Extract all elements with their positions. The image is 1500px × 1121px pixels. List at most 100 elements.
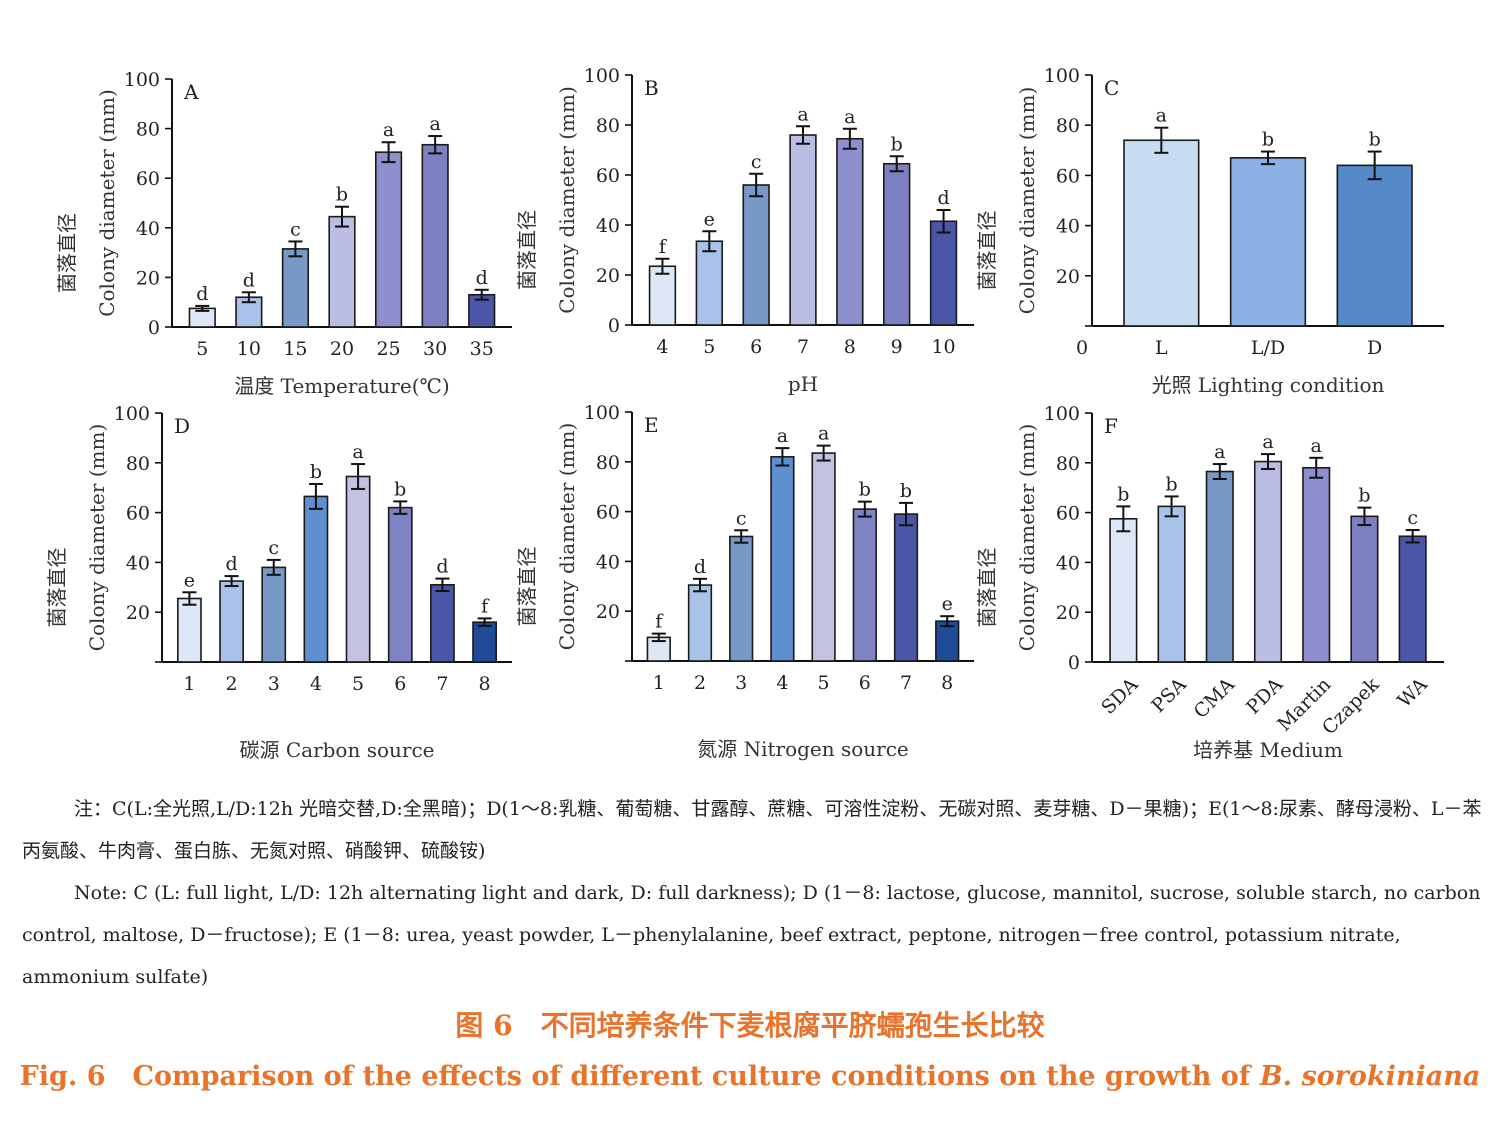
panel-f-bar	[1302, 466, 1331, 663]
panel-f-y-tick-label: 60	[1056, 503, 1080, 525]
figure-caption-english: Fig. 6 Comparison of the effects of diff…	[0, 1054, 1500, 1093]
panel-b-bar	[742, 184, 770, 326]
panel-f-bar	[1109, 518, 1138, 663]
panel-f-significance-letter: a	[1214, 441, 1225, 463]
panel-a-significance-letter: c	[290, 218, 301, 240]
panel-a-y-axis-label-chinese: 菌落直径	[55, 213, 79, 293]
panel-c-y-axis-label: Colony diameter (mm)	[1015, 87, 1039, 315]
panel-d-bar	[177, 597, 202, 663]
panel-e-x-tick-label: 6	[859, 672, 871, 694]
panel-a-x-tick-label: 15	[283, 338, 307, 360]
panel-a-x-tick-label: 35	[470, 338, 494, 360]
panel-e-significance-letter: d	[694, 556, 706, 578]
panel-f-y-tick-label: 20	[1056, 602, 1080, 624]
panel-c-x-tick-label: L	[1155, 337, 1168, 359]
panel-d-x-tick-label: 2	[226, 673, 238, 695]
panel-a-y-tick-label: 40	[136, 218, 160, 240]
panel-e-y-axis-label: Colony diameter (mm)	[555, 423, 579, 651]
panel-d-x-tick-label: 5	[352, 673, 364, 695]
panel-d-y-tick-label: 80	[126, 453, 150, 475]
panel-d-y-tick-label: 60	[126, 503, 150, 525]
panel-a-x-axis-label: 温度 Temperature(℃)	[234, 374, 449, 398]
panel-d-significance-letter: b	[310, 461, 322, 483]
panel-e-significance-letter: b	[900, 480, 912, 502]
panel-f-y-tick-label: 80	[1056, 453, 1080, 475]
panel-f-bar	[1398, 535, 1427, 663]
panel-a-y-tick-label: 80	[136, 119, 160, 141]
panel-e-x-tick-label: 7	[900, 672, 912, 694]
panel-e-significance-letter: f	[655, 611, 664, 633]
panel-d-bar	[345, 475, 371, 663]
panel-c-x-tick-label: D	[1367, 337, 1382, 359]
panel-b-x-tick-label: 7	[797, 336, 809, 358]
panel-d-y-tick-label: 100	[114, 403, 150, 425]
panel-f-significance-letter: c	[1407, 507, 1418, 529]
panel-a-x-tick-label: 10	[237, 338, 261, 360]
panel-b-significance-letter: a	[797, 103, 808, 125]
panel-e-y-tick-label: 40	[596, 551, 620, 573]
caption-english-text: Fig. 6 Comparison of the effects of diff…	[19, 1061, 1260, 1092]
panel-b-bar	[883, 162, 911, 326]
panel-b-y-axis-label: Colony diameter (mm)	[555, 86, 579, 314]
panel-f-y-tick-label: 40	[1056, 552, 1080, 574]
caption-species-name: B. sorokiniana	[1259, 1061, 1481, 1092]
panel-e-x-tick-label: 3	[735, 672, 747, 694]
panel-f-x-tick-label: WA	[1393, 673, 1432, 712]
panel-a-y-axis-label: Colony diameter (mm)	[95, 89, 119, 317]
panel-f-significance-letter: a	[1311, 435, 1322, 457]
panel-e-x-tick-label: 8	[941, 672, 953, 694]
panel-e-bar	[893, 513, 919, 662]
note-english: Note: C (L: full light, L/D: 12h alterna…	[22, 872, 1484, 998]
panel-e-x-tick-label: 4	[776, 672, 788, 694]
panel-d-x-tick-label: 3	[268, 673, 280, 695]
panel-b-y-tick-label: 60	[596, 165, 620, 187]
panel-e-x-axis-label: 氮源 Nitrogen source	[697, 737, 909, 761]
panel-e-bar	[852, 508, 877, 662]
panel-b-x-tick-label: 6	[750, 336, 762, 358]
panel-a-y-tick-label: 0	[148, 317, 160, 339]
panel-d-bar	[261, 566, 287, 663]
panel-c-significance-letter: a	[1156, 105, 1167, 127]
panel-f-x-tick-label: SDA	[1097, 673, 1142, 718]
panel-f-y-tick-label: 100	[1044, 403, 1080, 425]
panel-a-y-tick-label: 60	[136, 168, 160, 190]
panel-b-significance-letter: b	[891, 133, 903, 155]
panel-b-y-tick-label: 40	[596, 215, 620, 237]
panel-e-bar	[729, 535, 754, 662]
panel-e-letter: E	[644, 413, 659, 437]
panel-c-letter: C	[1104, 76, 1119, 100]
panel-b-bar	[695, 240, 723, 326]
panel-d-y-tick-label: 20	[126, 602, 150, 624]
panel-f-y-axis-label: Colony diameter (mm)	[1015, 424, 1039, 652]
panel-c-x-tick-label: L/D	[1251, 337, 1285, 359]
panel-a-significance-letter: b	[336, 184, 348, 206]
panel-e-significance-letter: e	[942, 593, 953, 615]
panel-b-x-tick-label: 4	[656, 336, 668, 358]
panel-a-x-tick-label: 20	[330, 338, 354, 360]
panel-e-y-tick-label: 60	[596, 502, 620, 524]
panel-d-x-tick-label: 8	[479, 673, 491, 695]
panel-b-x-tick-label: 10	[931, 336, 955, 358]
panel-d-y-tick-label: 40	[126, 552, 150, 574]
panel-b-significance-letter: f	[659, 236, 668, 258]
panel-b-significance-letter: e	[704, 208, 715, 230]
panel-c-y-axis-label-chinese: 菌落直径	[975, 211, 999, 291]
panel-b-y-tick-label: 100	[584, 65, 620, 87]
panel-d-significance-letter: c	[268, 537, 279, 559]
panel-b-letter: B	[644, 76, 659, 100]
panel-a-x-tick-label: 25	[376, 338, 400, 360]
note-english-text: Note: C (L: full light, L/D: 12h alterna…	[22, 882, 1481, 988]
panel-e-y-tick-label: 20	[596, 601, 620, 623]
panel-f-x-axis-label: 培养基 Medium	[1193, 738, 1343, 762]
panel-b-bar	[929, 220, 958, 326]
panel-a-y-tick-label: 20	[136, 267, 160, 289]
panel-f-x-tick-label: PSA	[1147, 673, 1191, 717]
panel-e-x-tick-label: 1	[653, 672, 665, 694]
figure-caption-chinese: 图 6 不同培养条件下麦根腐平脐蠕孢生长比较	[455, 1009, 1045, 1042]
panel-e-y-axis-label-chinese: 菌落直径	[515, 547, 539, 627]
note-chinese-text: 注：C(L:全光照,L/D:12h 光暗交替,D:全黑暗)；D(1～8:乳糖、葡…	[22, 798, 1482, 862]
panel-e-y-tick-label: 100	[584, 402, 620, 424]
panel-e-x-tick-label: 2	[694, 672, 706, 694]
panel-b-y-tick-label: 80	[596, 115, 620, 137]
panel-c-y-tick-label: 100	[1044, 65, 1080, 87]
